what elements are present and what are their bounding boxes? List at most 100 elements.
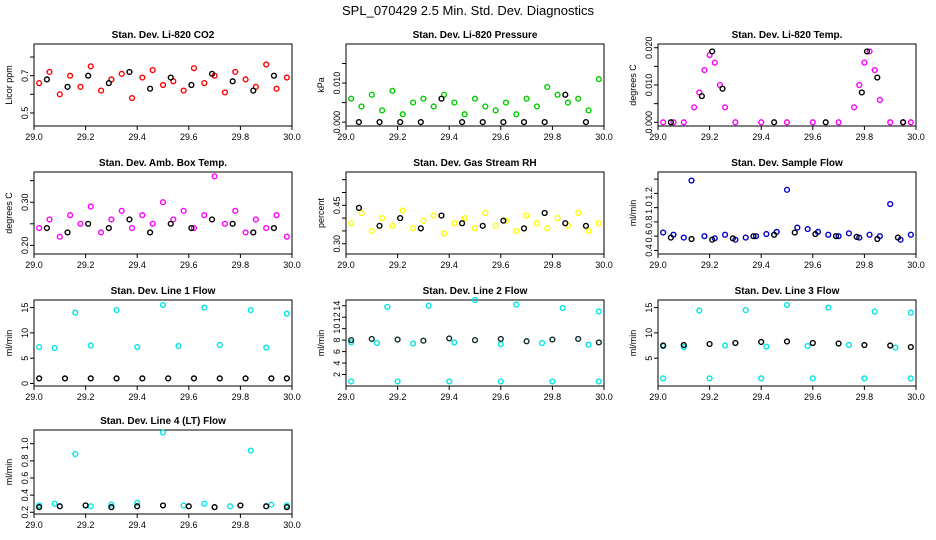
data-point [36,225,43,232]
data-point [892,344,899,351]
data-point [667,234,675,241]
data-point [701,66,708,74]
data-point [185,503,192,510]
data-point [670,119,677,126]
data-point [763,230,770,238]
data-point [783,186,791,193]
panel-6: Stan. Dev. Sample Flow 29.0 29.2 29.4 29.6 29… [628,158,925,270]
data-point [691,104,698,111]
data-point [825,304,832,311]
data-point [430,212,437,219]
data-point [533,220,541,227]
data-point [763,343,770,350]
data-point [709,236,716,243]
data-point [564,99,571,106]
data-point [46,216,53,223]
data-point [711,59,718,66]
data-point [430,103,437,110]
data-point [721,342,729,349]
data-point [384,303,391,310]
data-point [513,111,520,118]
data-point [126,216,133,223]
data-point [595,378,602,385]
y-tick-label: 10 [20,328,30,338]
data-point [680,341,687,349]
data-point [492,222,499,229]
data-point [861,375,868,382]
y-tick-label: 1.0 [20,437,30,450]
panels-container: Stan. Dev. Li-820 CO2 29.0 29.2 29.4 29.6 29.… [4,30,925,530]
x-tick-label: 29.6 [180,132,198,142]
data-point [190,65,198,72]
data-point [832,233,840,240]
x-tick-label: 29.6 [180,392,198,402]
x-tick-label: 29.4 [128,260,146,270]
data-point [108,501,115,508]
y-tick-label: 1.2 [644,187,654,200]
data-point [575,209,582,217]
data-point [87,203,94,210]
x-tick-label: 29.2 [77,392,95,402]
data-point [804,342,811,350]
data-point [523,95,530,102]
data-point [497,341,504,348]
data-point [417,225,424,232]
y-tick-label: 0.000 [644,111,654,134]
data-point [706,375,713,382]
data-point [242,375,249,382]
y-tick-label: 1.0 [644,201,654,214]
data-point [348,378,355,385]
data-point [180,87,187,94]
data-point [159,429,167,436]
y-axis-label: degrees C [4,192,14,234]
data-point [376,118,383,126]
data-point [283,375,290,382]
x-tick-label: 29.0 [337,132,355,142]
y-axis-label: Licor ppm [4,65,14,105]
x-tick-label: 29.0 [337,392,355,402]
data-point [497,378,504,385]
data-point [758,375,765,382]
x-tick-label: 29.6 [492,392,510,402]
x-tick-label: 29.8 [856,132,874,142]
y-tick-label: 0.20 [20,237,30,255]
figure-title: SPL_070429 2.5 Min. Std. Dev. Diagnostic… [342,3,594,18]
plot-frame [33,43,293,127]
data-point [482,103,489,110]
data-point [461,215,468,222]
data-point [825,231,832,238]
x-tick-label: 29.2 [77,132,95,142]
data-point [64,229,71,236]
data-point [368,335,375,343]
panel-3: Stan. Dev. Li-820 Temp. 29.0 29.2 29.4 29.6 2… [628,30,925,142]
y-tick-label: 5 [20,356,30,361]
x-tick-label: 29.8 [232,520,250,530]
x-tick-label: 29.6 [804,392,822,402]
data-point [56,233,63,240]
data-point [698,93,705,100]
y-axis-label: kPa [316,77,326,93]
y-tick-label: 14 [332,301,342,311]
data-point [513,227,520,235]
y-tick-label: 0.45 [332,197,342,215]
data-point [582,222,590,229]
y-tick-label: 0.6 [20,472,30,485]
data-point [853,233,860,240]
x-tick-label: 30.0 [595,132,613,142]
y-tick-label: 10 [332,324,342,334]
data-point [105,225,112,232]
data-point [167,220,174,227]
y-tick-label: 12 [332,312,342,322]
data-point [283,233,290,240]
data-point [835,340,842,347]
data-point [85,220,92,227]
data-point [399,207,406,214]
data-point [866,48,873,55]
data-point [446,335,453,342]
data-point [595,339,602,346]
data-point [907,375,914,382]
data-point [72,309,79,316]
data-point [85,72,92,79]
y-axis-label: percent [316,197,326,228]
y-tick-label: 0.4 [644,244,654,257]
